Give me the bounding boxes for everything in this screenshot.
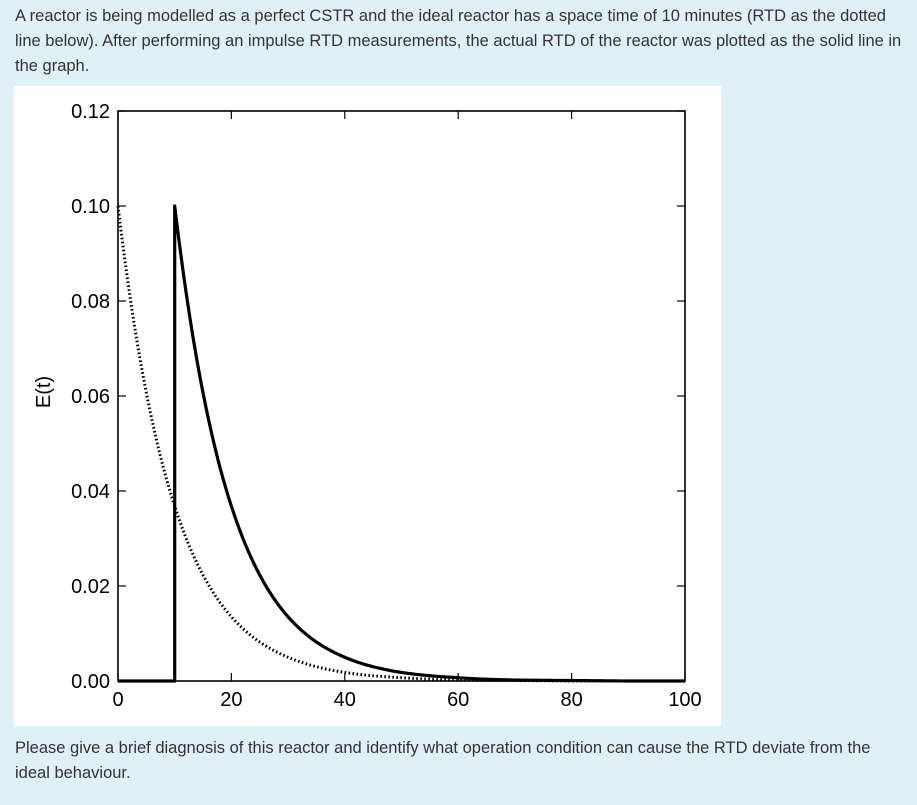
- x-tick-label: 0: [112, 689, 123, 711]
- question-intro-text: A reactor is being modelled as a perfect…: [15, 7, 902, 75]
- series-layer: [116, 204, 685, 683]
- rtd-chart: E(t) 0 20 40 60 80 100 0.00 0.02 0.04 0.06 0.08 0.1…: [33, 101, 702, 711]
- x-tick-label: 60: [447, 689, 469, 711]
- y-tick-label: 0.12: [71, 101, 110, 123]
- actual-rtd-solid-series-line: [118, 204, 685, 683]
- y-tick-label: 0.06: [71, 386, 110, 408]
- ticks-layer: 0 20 40 60 80 100 0.00 0.02 0.04 0.06 0.08 0.10 0.12: [71, 101, 702, 711]
- plot-frame: [117, 110, 686, 682]
- x-tick-label: 100: [668, 689, 701, 711]
- question-prompt-text: Please give a brief diagnosis of this re…: [15, 739, 871, 782]
- y-tick-label: 0.10: [71, 196, 110, 218]
- y-tick-label: 0.00: [71, 671, 110, 693]
- y-tick-label: 0.08: [71, 291, 110, 313]
- x-tick-label: 80: [560, 689, 582, 711]
- x-tick-label: 20: [220, 689, 242, 711]
- x-tick-label: 40: [334, 689, 356, 711]
- y-tick-label: 0.04: [71, 481, 110, 503]
- ideal-cstr-dotted-series-line: [116, 205, 685, 683]
- y-axis-title: E(t): [33, 376, 55, 408]
- y-tick-label: 0.02: [71, 576, 110, 598]
- y-axis-title-group: E(t): [33, 376, 55, 408]
- rtd-chart-panel: E(t) 0 20 40 60 80 100 0.00 0.02 0.04 0.06 0.08 0.1…: [14, 86, 721, 726]
